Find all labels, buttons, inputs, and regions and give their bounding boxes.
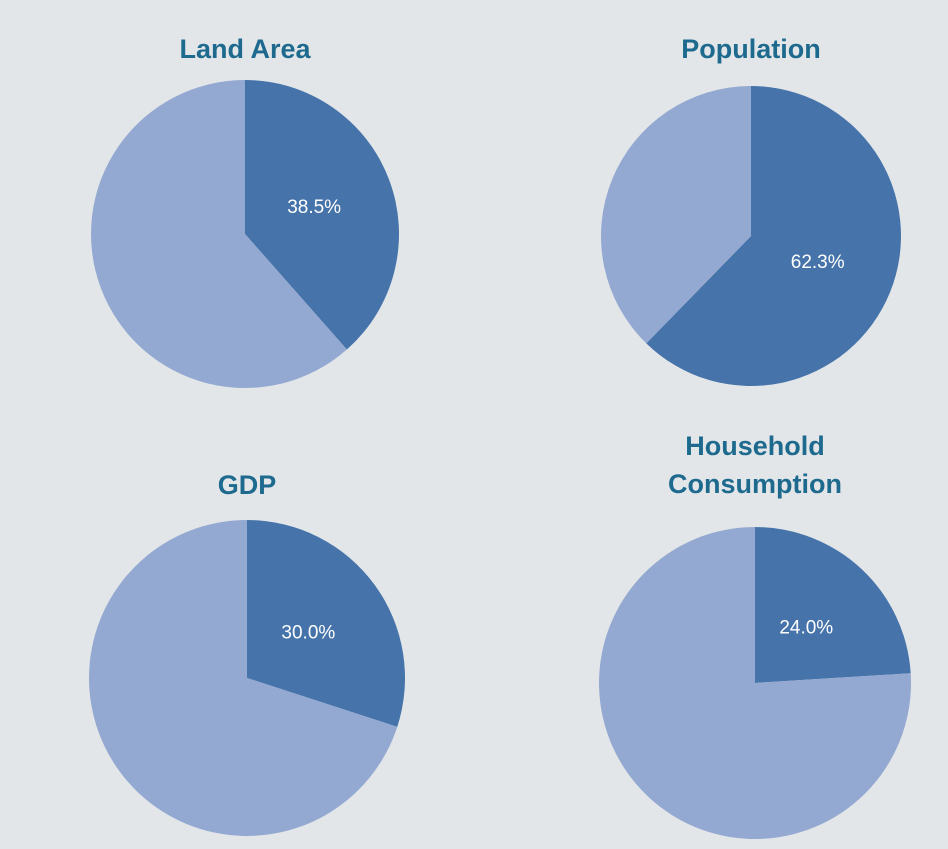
pie-slice-population-highlight — [646, 86, 901, 386]
pie-slice-land-area-highlight — [245, 80, 399, 350]
pie-slice-gdp-remainder — [89, 520, 398, 836]
pie-slice-land-area-remainder — [90, 80, 347, 388]
pie-title-gdp: GDP — [217, 470, 277, 500]
pie-panel-gdp: GDP 30.0% — [72, 460, 422, 849]
pie-title-line-1: Household — [685, 431, 825, 461]
pie-panel-population: Population 62.3% — [576, 28, 926, 408]
pie-title-household-consumption: Household Consumption — [580, 427, 930, 503]
pie-slice-gdp-highlight — [247, 520, 405, 727]
pie-chart-gdp: 30.0% — [89, 520, 405, 836]
pie-title-line-2: Consumption — [668, 469, 842, 499]
pie-slice-label-gdp: 30.0% — [281, 622, 335, 643]
pie-slice-label-household-consumption: 24.0% — [779, 617, 833, 638]
pie-slice-label-population: 62.3% — [791, 252, 845, 273]
pie-slice-label-land-area: 38.5% — [287, 197, 341, 218]
pie-chart-household-consumption: 24.0% — [599, 527, 911, 839]
pie-slice-population-remainder — [601, 86, 751, 344]
pie-chart-population: 62.3% — [601, 86, 901, 386]
pie-slice-household-consumption-remainder — [599, 527, 911, 839]
pie-chart-land-area: 38.5% — [90, 80, 399, 388]
pie-panel-household-consumption: Household Consumption 24.0% — [580, 422, 930, 849]
pie-title-land-area: Land Area — [179, 34, 311, 64]
pie-title-population: Population — [681, 34, 821, 64]
pie-slice-household-consumption-highlight — [755, 527, 911, 683]
pie-panel-land-area: Land Area 38.5% — [70, 28, 420, 408]
